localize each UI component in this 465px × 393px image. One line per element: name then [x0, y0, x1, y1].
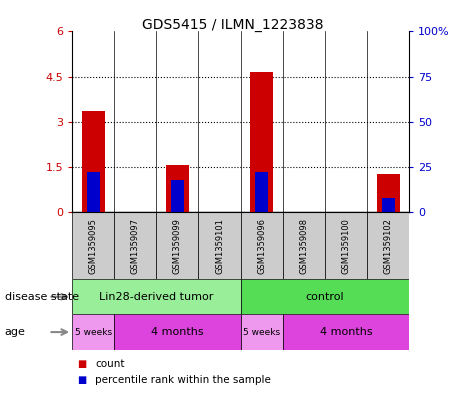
Bar	[87, 173, 100, 212]
Text: disease state: disease state	[5, 292, 79, 302]
Bar	[283, 212, 325, 279]
Bar	[250, 72, 273, 212]
Bar	[156, 212, 199, 279]
Text: 5 weeks: 5 weeks	[74, 328, 112, 336]
Bar	[81, 111, 105, 212]
Bar	[283, 314, 409, 350]
Bar	[382, 198, 394, 212]
Bar	[325, 212, 367, 279]
Text: 4 months: 4 months	[151, 327, 204, 337]
Text: GSM1359095: GSM1359095	[89, 218, 98, 274]
Bar	[367, 212, 409, 279]
Text: GSM1359098: GSM1359098	[299, 218, 308, 274]
Text: GSM1359101: GSM1359101	[215, 218, 224, 274]
Bar	[166, 165, 189, 212]
Text: GSM1359096: GSM1359096	[257, 218, 266, 274]
Bar	[72, 212, 114, 279]
Text: ■: ■	[77, 358, 86, 369]
Text: GSM1359097: GSM1359097	[131, 218, 140, 274]
Bar	[199, 212, 241, 279]
Text: count: count	[95, 358, 125, 369]
Text: ■: ■	[77, 375, 86, 385]
Bar	[72, 314, 114, 350]
Text: 4 months: 4 months	[319, 327, 372, 337]
Text: GDS5415 / ILMN_1223838: GDS5415 / ILMN_1223838	[142, 18, 323, 32]
Bar	[241, 212, 283, 279]
Bar	[171, 180, 184, 212]
Bar	[114, 212, 156, 279]
Text: GSM1359100: GSM1359100	[341, 218, 351, 274]
Text: Lin28-derived tumor: Lin28-derived tumor	[99, 292, 213, 302]
Bar	[377, 174, 400, 212]
Text: GSM1359102: GSM1359102	[384, 218, 392, 274]
Text: 5 weeks: 5 weeks	[243, 328, 280, 336]
Text: percentile rank within the sample: percentile rank within the sample	[95, 375, 271, 385]
Bar	[72, 279, 241, 314]
Text: control: control	[306, 292, 344, 302]
Bar	[114, 314, 241, 350]
Bar	[241, 314, 283, 350]
Bar	[255, 173, 268, 212]
Bar	[241, 279, 409, 314]
Text: age: age	[5, 327, 26, 337]
Text: GSM1359099: GSM1359099	[173, 218, 182, 274]
